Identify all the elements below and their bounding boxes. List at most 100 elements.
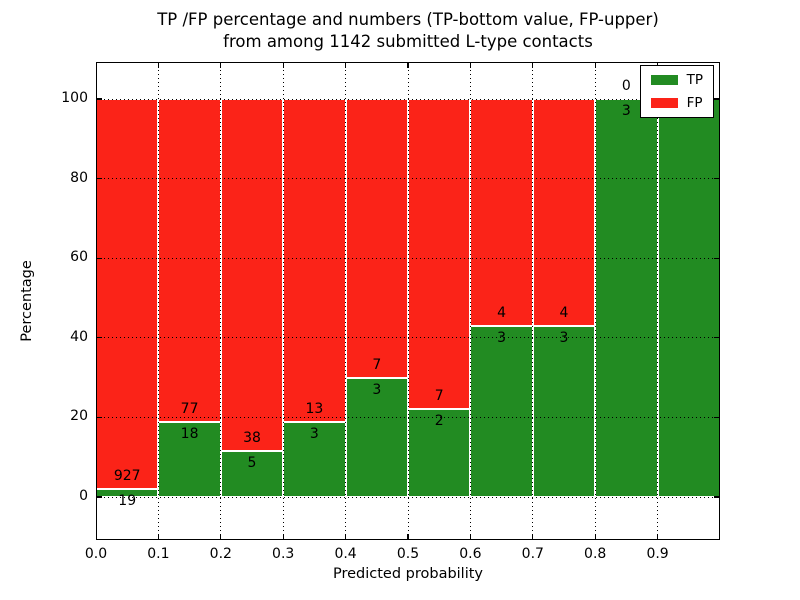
x-axis-label: Predicted probability [332,566,484,582]
x-tick-label: 0.3 [272,546,295,562]
y-tick-mark-left [96,337,102,339]
bar-label-fp: 4 [559,305,569,322]
y-tick-mark-right [714,177,720,180]
grid-line-vertical [407,62,409,540]
x-tick-mark-top [594,62,596,68]
chart-title-line1: TP /FP percentage and numbers (TP-bottom… [157,10,659,29]
bar-segment-tp [220,450,284,497]
bar-segment-fp [470,99,533,327]
x-tick-mark-top [344,62,347,68]
grid-line-vertical [157,62,159,540]
grid-line-vertical [469,62,471,540]
x-tick-mark-bottom [220,534,222,540]
x-tick-label: 0.6 [459,546,482,562]
bar-label-fp: 38 [243,429,261,446]
x-tick-label: 0.7 [521,546,544,562]
legend-label-fp: FP [686,95,703,111]
bar-label-fp: 7 [372,356,382,373]
x-tick-mark-top [718,62,720,68]
legend: TP FP [639,65,714,118]
y-tick-mark-left [96,177,102,180]
bar-segment-tp [408,408,471,497]
bar-label-tp: 18 [180,425,199,442]
legend-swatch-fp-icon [650,98,678,108]
y-tick-label: 80 [70,169,88,186]
bar-segment-fp [532,99,596,327]
bar-label-tp: 2 [434,412,444,429]
grid-line-vertical [220,62,222,540]
y-tick-mark-left [96,496,102,498]
plot-area: 927197718385133737243430306 TP FP [96,62,720,540]
x-tick-mark-bottom [656,534,659,540]
x-tick-mark-top [220,62,222,68]
y-tick-mark-right [714,98,720,100]
y-tick-label: 20 [70,408,88,425]
chart-title-line2: from among 1142 submitted L-type contact… [223,32,593,51]
bar-label-tp: 3 [309,426,319,443]
bar-segment-fp [158,99,221,422]
grid-line-horizontal [96,416,720,418]
y-tick-mark-left [96,98,102,100]
bar-segment-fp [220,99,284,451]
x-tick-mark-bottom [532,534,534,540]
bar-label-fp: 0 [621,78,631,94]
bar-label-fp: 77 [180,400,199,417]
bar-label-tp: 3 [621,103,631,119]
bar-segment-fp [283,99,346,423]
bar-segment-fp [408,99,471,409]
legend-item-tp: TP [650,72,703,88]
legend-item-fp: FP [650,95,703,111]
x-tick-label: 0.8 [584,546,607,562]
bar-label-tp: 19 [118,493,137,509]
y-tick-mark-right [714,257,720,259]
bar-segment-tp [657,99,720,497]
x-tick-label: 0.9 [646,546,669,562]
legend-swatch-tp-icon [650,75,678,85]
y-tick-mark-right [714,337,720,339]
bar-segment-tp [532,326,596,497]
grid-line-horizontal [96,496,720,498]
grid-line-vertical [594,62,596,540]
x-tick-mark-bottom [96,534,98,540]
bar-segment-tp [345,377,408,497]
chart-title: TP /FP percentage and numbers (TP-bottom… [96,9,720,53]
bar-label-fp: 13 [305,401,324,418]
bar-label-fp: 927 [113,468,141,484]
y-tick-mark-right [714,496,720,498]
x-tick-mark-bottom [157,534,160,540]
y-tick-mark-right [714,416,720,419]
x-tick-label: 0.2 [209,546,232,562]
bar-label-tp: 3 [497,330,507,347]
bar-label-tp: 5 [247,454,257,471]
bar-label-tp: 3 [372,381,382,398]
x-tick-mark-bottom [407,534,409,540]
bar-segment-tp [595,99,658,497]
bar-segment-fp [345,99,408,378]
bar-label-fp: 4 [497,305,507,322]
bar-segment-tp [470,326,533,497]
x-tick-mark-bottom [282,534,284,540]
x-tick-mark-bottom [344,534,347,540]
y-tick-label: 60 [70,249,88,266]
y-axis-label: Percentage [19,260,35,342]
legend-label-tp: TP [686,72,703,88]
bar-label-fp: 7 [434,387,444,404]
x-tick-mark-top [532,62,534,68]
x-tick-mark-bottom [594,534,596,540]
x-tick-label: 0.0 [84,546,108,562]
grid-line-vertical [657,62,659,540]
x-tick-mark-top [407,62,409,68]
x-tick-mark-top [96,62,98,68]
y-tick-label: 100 [61,90,88,106]
x-tick-label: 0.4 [334,546,357,562]
grid-line-horizontal [96,337,720,339]
x-tick-mark-bottom [469,534,472,540]
grid-line-vertical [345,62,347,540]
y-tick-label: 40 [70,328,88,345]
bar-segment-fp [96,99,159,489]
grid-line-horizontal [96,257,720,259]
grid-line-horizontal [96,178,720,180]
x-tick-mark-top [282,62,284,68]
x-tick-label: 0.5 [396,546,420,562]
